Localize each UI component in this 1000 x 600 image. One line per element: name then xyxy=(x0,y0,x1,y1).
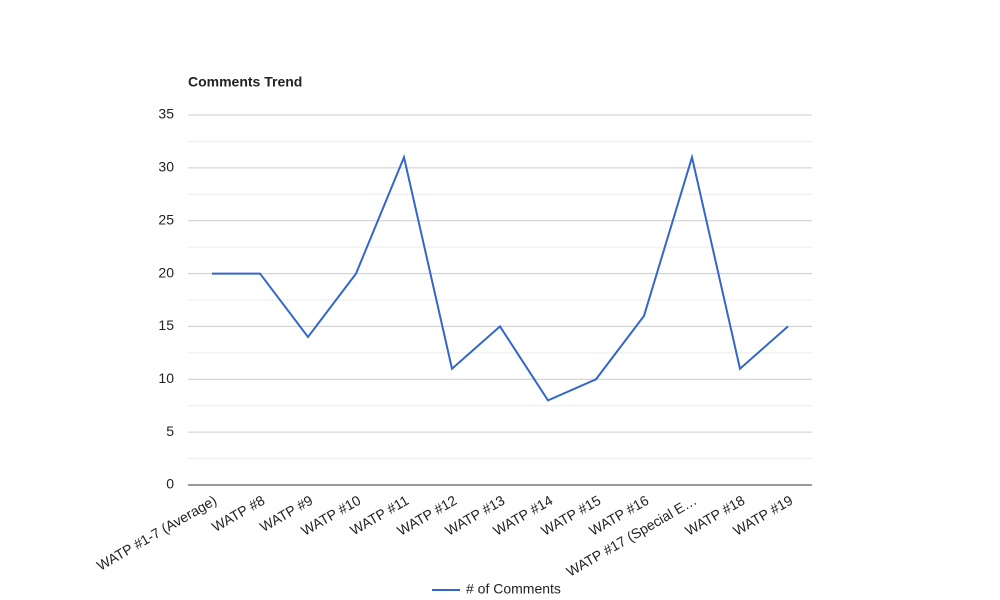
y-tick-label: 15 xyxy=(158,317,174,333)
y-tick-label: 20 xyxy=(158,264,174,280)
y-tick-label: 0 xyxy=(166,476,174,492)
y-tick-label: 35 xyxy=(158,106,174,122)
chart-title: Comments Trend xyxy=(188,74,302,90)
x-tick-label: WATP #1-7 (Average) xyxy=(94,492,219,574)
y-tick-label: 25 xyxy=(158,211,174,227)
legend-label: # of Comments xyxy=(466,581,561,597)
y-tick-label: 30 xyxy=(158,159,174,175)
y-tick-label: 10 xyxy=(158,370,174,386)
line xyxy=(212,153,789,402)
x-tick-label: WATP #8 xyxy=(209,492,267,535)
y-tick-label: 5 xyxy=(166,423,174,439)
